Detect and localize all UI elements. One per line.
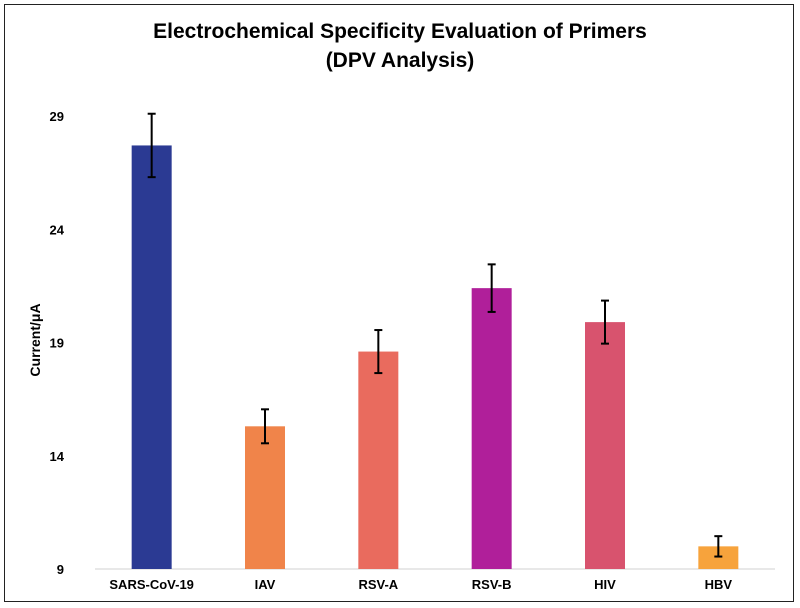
error-bar [374,329,383,375]
y-tick-label: 19 [50,336,64,351]
x-tick-label: RSV-A [358,577,398,592]
bar-rsv-a [358,351,399,569]
chart-subtitle: (DPV Analysis) [325,49,475,72]
y-tick-label: 9 [57,562,64,577]
x-tick-label: HBV [705,577,733,592]
y-axis-label: Current/μA [27,303,43,376]
chart-title: Electrochemical Specificity Evaluation o… [153,20,647,43]
bar-iav [245,426,285,569]
bar-hbv [698,546,739,569]
y-tick-label: 29 [50,109,64,124]
x-tick-label: SARS-CoV-19 [109,577,194,592]
x-tick-label: RSV-B [472,577,512,592]
bar-hiv [585,322,625,569]
x-tick-label: IAV [255,577,276,592]
y-tick-label: 24 [50,222,65,237]
x-tick-label: HIV [594,577,616,592]
error-bar [147,112,156,179]
bar-rsv-b [471,288,512,569]
error-bar [487,263,496,313]
error-bar [261,408,269,445]
error-bar [601,299,609,345]
error-bar [714,535,723,558]
bar-sars-cov-19 [131,145,172,569]
y-tick-label: 14 [50,449,65,464]
